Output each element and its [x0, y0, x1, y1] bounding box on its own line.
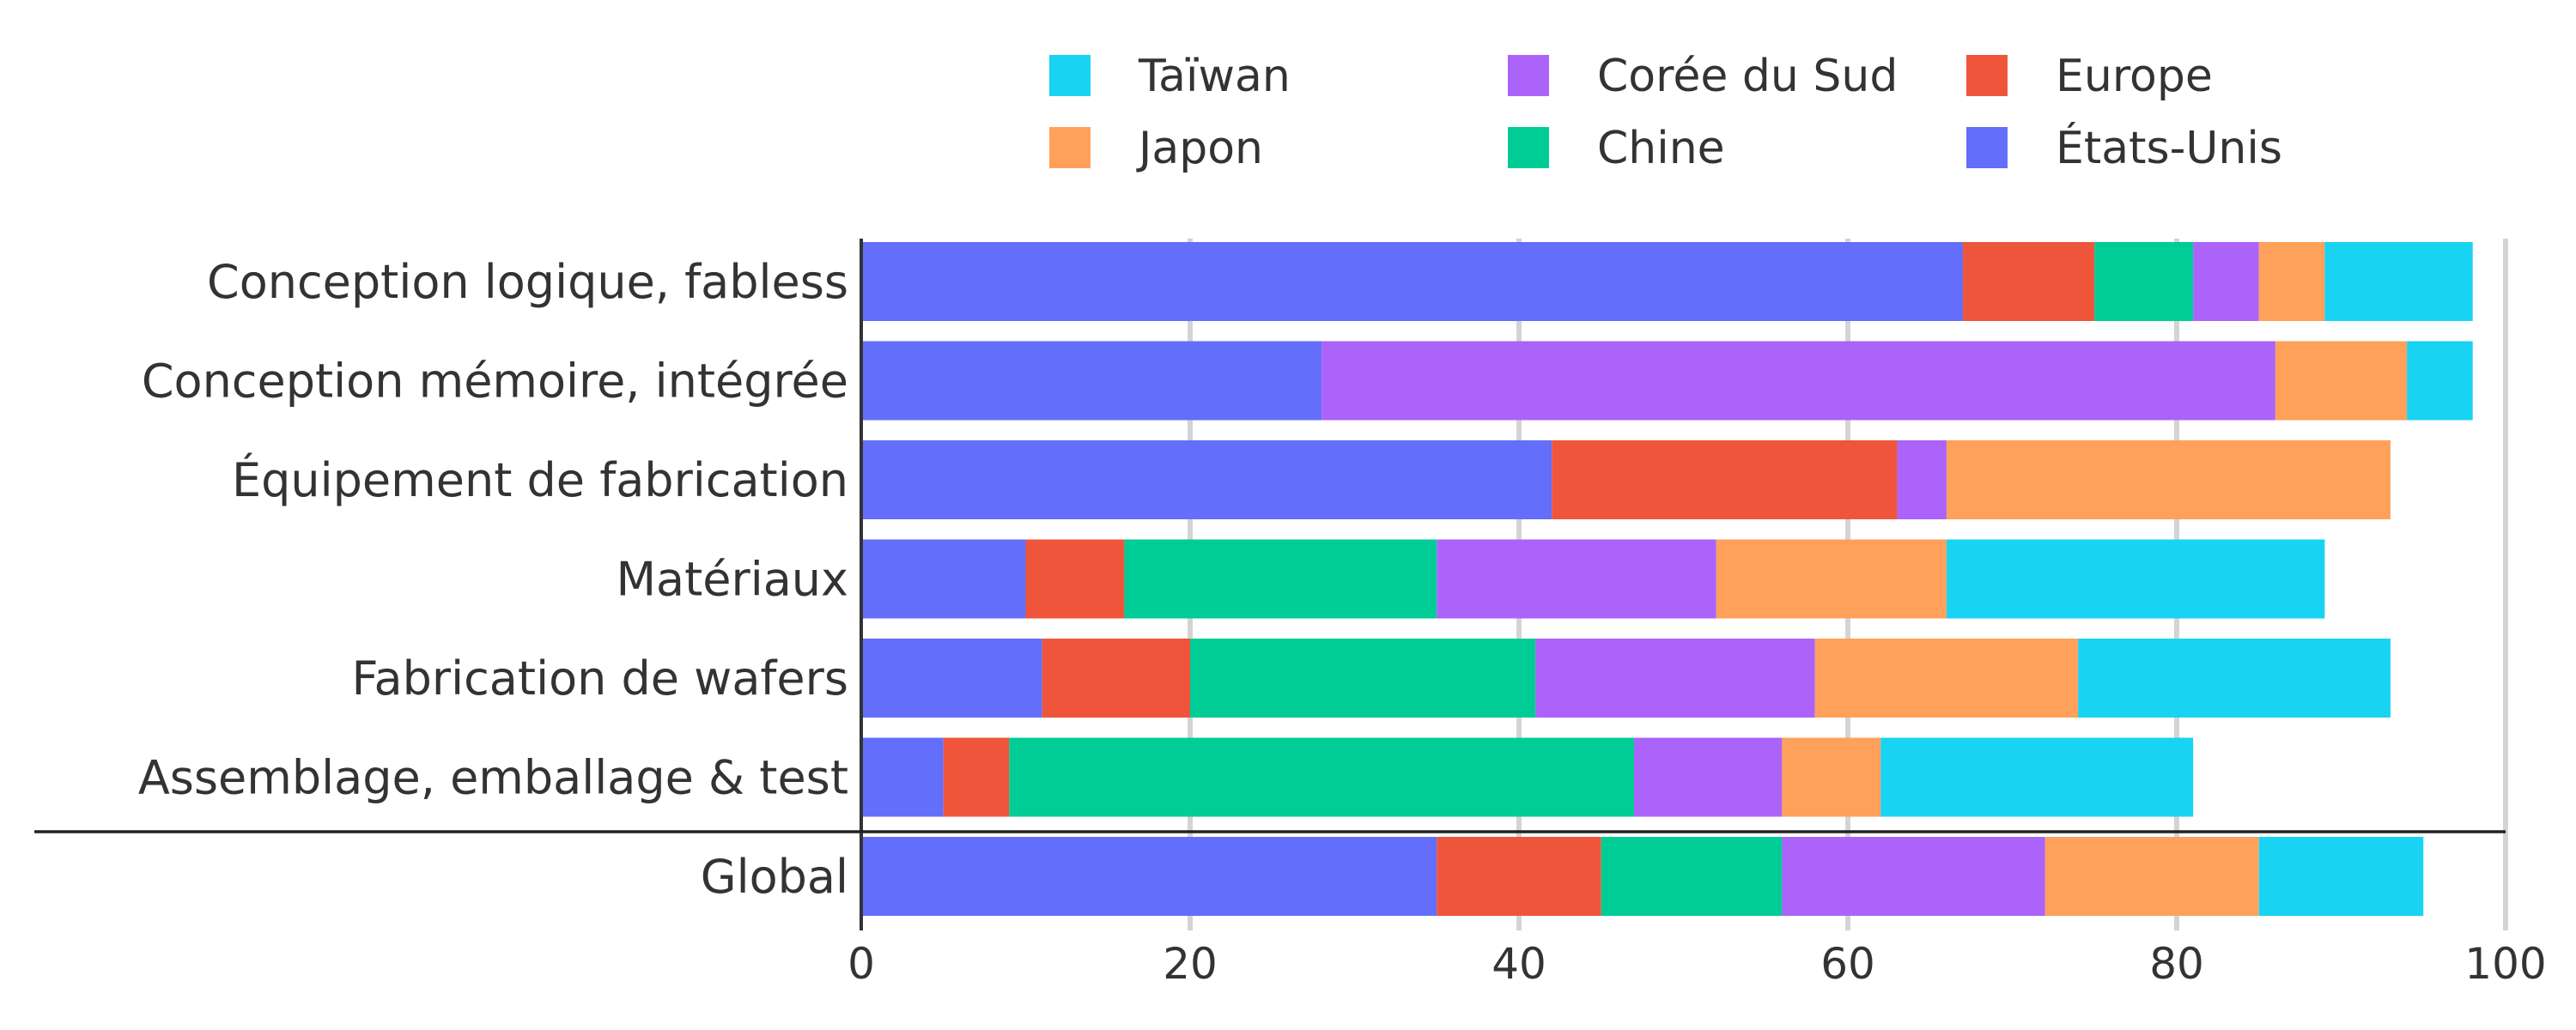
axes [34, 239, 2506, 930]
legend-swatch-europe [1966, 55, 2008, 96]
bar-assemblage-emballage-test-europe [943, 737, 1010, 817]
bar-assemblage-emballage-test-japon [1782, 737, 1881, 817]
bar-fabrication-de-wafers-japon [1814, 639, 2079, 718]
bar-conception-logique-fabless-japon [2258, 242, 2325, 321]
bar-conception-logique-fabless-europe [1963, 242, 2095, 321]
bar-equipement-de-fabrication-coree-du-sud [1897, 440, 1947, 519]
bar-materiaux-japon [1716, 539, 1947, 619]
legend-label-coree-du-sud: Corée du Sud [1597, 51, 1898, 102]
legend-label-taiwan: Taïwan [1138, 51, 1291, 102]
bar-materiaux-europe [1025, 539, 1125, 619]
legend-label-chine: Chine [1597, 123, 1725, 174]
bar-fabrication-de-wafers-coree-du-sud [1535, 639, 1815, 718]
bar-fabrication-de-wafers-chine [1190, 639, 1536, 718]
x-tick-20: 20 [1163, 939, 1218, 989]
x-tick-0: 0 [848, 939, 875, 989]
bar-equipement-de-fabrication-europe [1552, 440, 1898, 519]
x-tick-labels: 0 20 40 60 80 100 [848, 939, 2547, 989]
legend-swatch-etats-unis [1966, 127, 2008, 168]
category-label-global: Global [701, 850, 848, 904]
bar-conception-logique-fabless-coree-du-sud [2193, 242, 2259, 321]
legend-swatch-coree-du-sud [1508, 55, 1549, 96]
legend-label-europe: Europe [2056, 51, 2213, 102]
category-label-equipement-de-fabrication: Équipement de fabrication [232, 453, 848, 507]
bar-global-europe [1437, 837, 1601, 916]
bar-global-coree-du-sud [1782, 837, 2045, 916]
category-label-conception-memoire-integree: Conception mémoire, intégrée [142, 354, 848, 409]
category-label-materiaux: Matériaux [616, 553, 848, 607]
category-label-fabrication-de-wafers: Fabrication de wafers [351, 651, 848, 706]
legend-label-etats-unis: États-Unis [2056, 122, 2282, 174]
bar-global-japon [2044, 837, 2259, 916]
bar-conception-memoire-integree-coree-du-sud [1321, 341, 2275, 421]
legend-swatch-taiwan [1049, 55, 1091, 96]
x-tick-80: 80 [2149, 939, 2204, 989]
category-label-conception-logique-fabless: Conception logique, fabless [207, 255, 848, 309]
bar-fabrication-de-wafers-europe [1042, 639, 1190, 718]
x-tick-40: 40 [1492, 939, 1546, 989]
bar-assemblage-emballage-test-chine [1009, 737, 1635, 817]
legend-swatch-chine [1508, 127, 1549, 168]
legend-label-japon: Japon [1136, 123, 1263, 174]
bar-global-etats-unis [861, 837, 1437, 916]
x-tick-100: 100 [2464, 939, 2546, 989]
bar-equipement-de-fabrication-japon [1946, 440, 2391, 519]
bar-assemblage-emballage-test-etats-unis [861, 737, 944, 817]
x-tick-60: 60 [1820, 939, 1875, 989]
bar-fabrication-de-wafers-etats-unis [861, 639, 1042, 718]
bar-conception-memoire-integree-etats-unis [861, 341, 1322, 421]
legend-swatch-japon [1049, 127, 1091, 168]
category-label-assemblage-emballage-test: Assemblage, emballage & test [138, 751, 848, 805]
bar-materiaux-etats-unis [861, 539, 1026, 619]
bar-global-chine [1601, 837, 1783, 916]
bar-fabrication-de-wafers-taiwan [2078, 639, 2391, 718]
bar-materiaux-chine [1124, 539, 1437, 619]
legend: Taïwan Japon Corée du Sud Chine Europe États-… [1049, 51, 2282, 174]
bar-conception-logique-fabless-etats-unis [861, 242, 1964, 321]
bar-conception-logique-fabless-taiwan [2324, 242, 2473, 321]
bar-conception-logique-fabless-chine [2094, 242, 2194, 321]
bar-equipement-de-fabrication-etats-unis [861, 440, 1552, 519]
bar-conception-memoire-integree-taiwan [2407, 341, 2473, 421]
bar-assemblage-emballage-test-coree-du-sud [1634, 737, 1783, 817]
bars [861, 242, 2473, 916]
bar-conception-memoire-integree-japon [2275, 341, 2408, 421]
category-labels: Conception logique, fabless Conception mé… [138, 255, 848, 904]
bar-assemblage-emballage-test-taiwan [1880, 737, 2194, 817]
bar-materiaux-taiwan [1946, 539, 2325, 619]
bar-materiaux-coree-du-sud [1437, 539, 1716, 619]
bar-global-taiwan [2258, 837, 2424, 916]
